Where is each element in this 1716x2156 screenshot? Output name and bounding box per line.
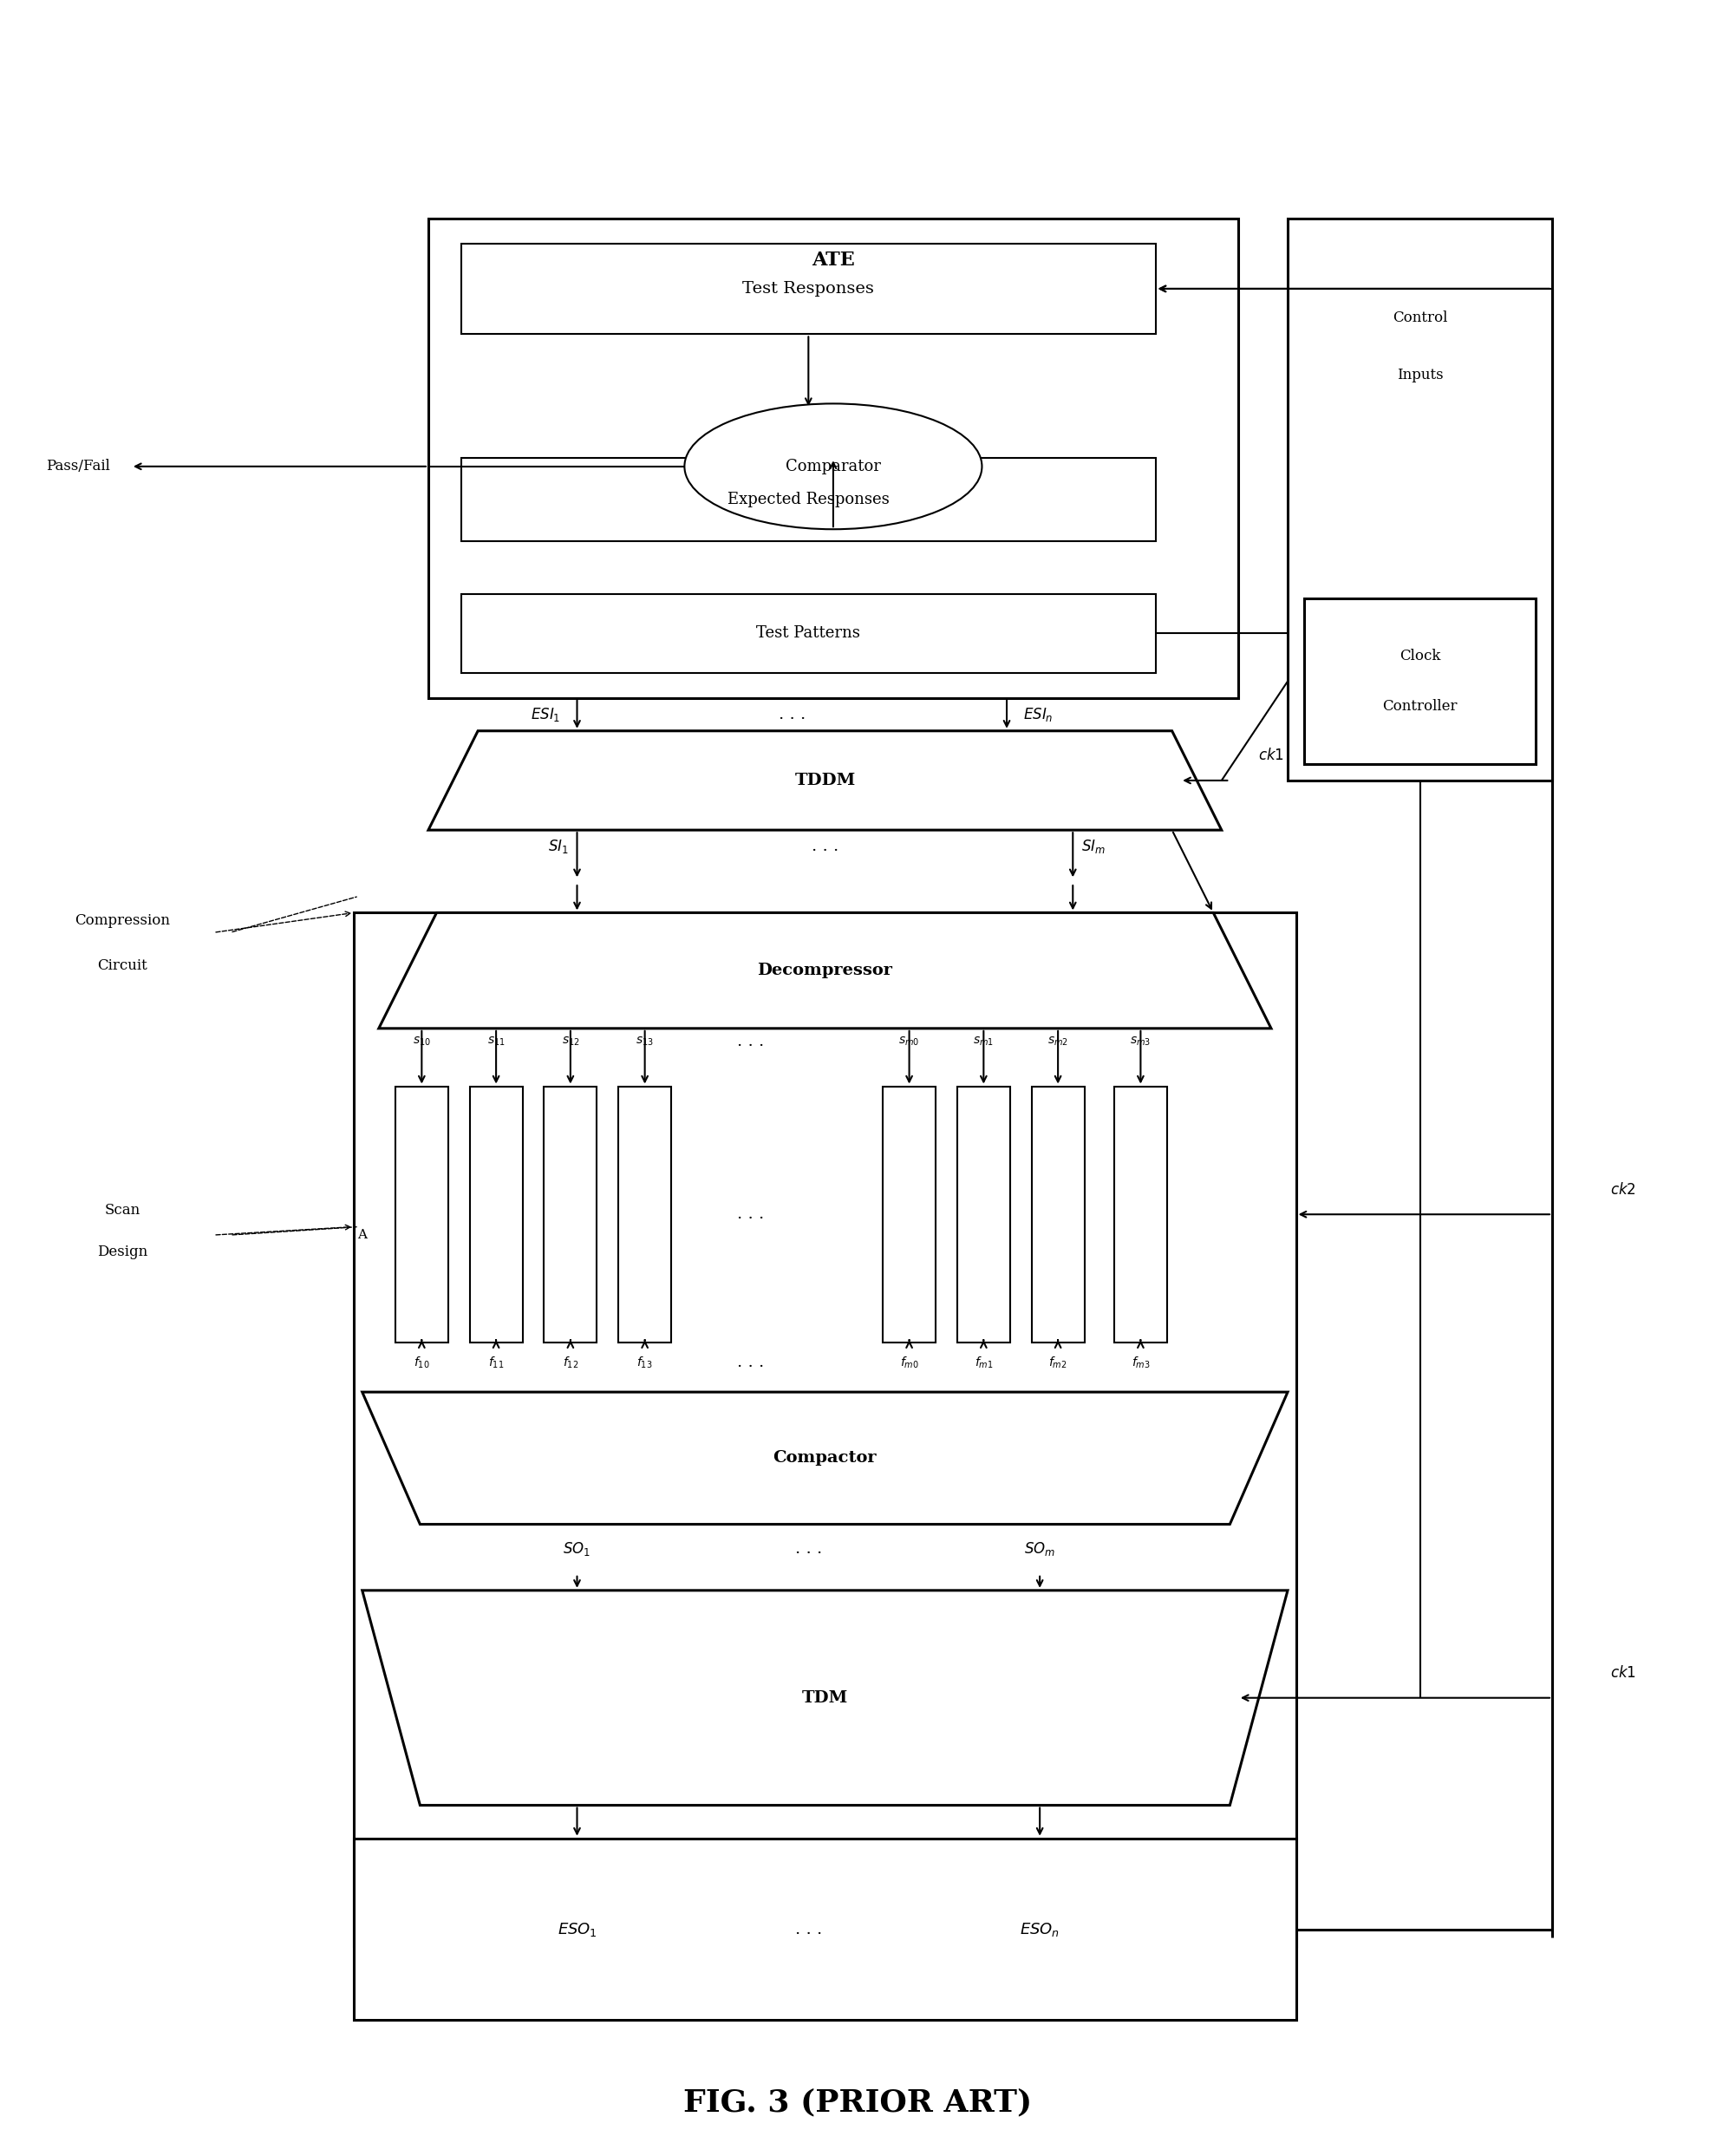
Text: Scan: Scan — [105, 1203, 141, 1218]
Text: $f_{13}$: $f_{13}$ — [637, 1354, 652, 1369]
Text: $f_{m2}$: $f_{m2}$ — [1048, 1354, 1067, 1369]
Polygon shape — [362, 1393, 1287, 1524]
Text: $ESO_1$: $ESO_1$ — [558, 1921, 597, 1938]
Text: $s_{13}$: $s_{13}$ — [637, 1035, 654, 1048]
Bar — [462, 244, 1155, 334]
Bar — [1031, 1087, 1085, 1343]
Text: $ck1$: $ck1$ — [1610, 1664, 1635, 1682]
Text: . . .: . . . — [812, 839, 839, 854]
Text: Compactor: Compactor — [774, 1451, 877, 1466]
Text: Test Patterns: Test Patterns — [757, 625, 860, 640]
Bar — [544, 1087, 597, 1343]
Polygon shape — [429, 731, 1222, 830]
Text: $ck1$: $ck1$ — [1258, 748, 1284, 763]
Text: $ESI_n$: $ESI_n$ — [1023, 705, 1054, 722]
Bar — [353, 1839, 1296, 2020]
Text: FIG. 3 (PRIOR ART): FIG. 3 (PRIOR ART) — [683, 2087, 1033, 2117]
Polygon shape — [362, 1591, 1287, 1805]
Text: Decompressor: Decompressor — [757, 964, 892, 979]
Text: $SI_1$: $SI_1$ — [547, 839, 568, 856]
Text: Clock: Clock — [1399, 649, 1440, 664]
Text: Pass/Fail: Pass/Fail — [46, 459, 110, 474]
Bar — [395, 1087, 448, 1343]
Bar — [462, 459, 1155, 541]
Bar — [882, 1087, 935, 1343]
Text: TDM: TDM — [801, 1690, 848, 1705]
Bar — [470, 1087, 522, 1343]
Text: $SI_m$: $SI_m$ — [1081, 839, 1105, 856]
Text: $s_{10}$: $s_{10}$ — [412, 1035, 431, 1048]
Text: $ESO_n$: $ESO_n$ — [1019, 1921, 1060, 1938]
Text: . . .: . . . — [738, 1035, 764, 1050]
Text: $s_{11}$: $s_{11}$ — [487, 1035, 505, 1048]
Bar — [1287, 218, 1551, 780]
Text: $s_{m3}$: $s_{m3}$ — [1131, 1035, 1151, 1048]
Text: $f_{m1}$: $f_{m1}$ — [975, 1354, 994, 1369]
Bar — [1304, 599, 1536, 763]
Text: Compression: Compression — [76, 914, 170, 929]
Text: $SO_1$: $SO_1$ — [563, 1539, 590, 1559]
Bar — [618, 1087, 671, 1343]
Text: $s_{12}$: $s_{12}$ — [561, 1035, 580, 1048]
Text: . . .: . . . — [795, 1542, 822, 1557]
Text: Controller: Controller — [1383, 699, 1457, 714]
Text: Control: Control — [1392, 310, 1447, 326]
Text: . . .: . . . — [795, 1921, 822, 1936]
Text: Inputs: Inputs — [1397, 369, 1443, 384]
Text: . . .: . . . — [779, 707, 805, 722]
Text: $f_{m3}$: $f_{m3}$ — [1131, 1354, 1150, 1369]
Bar — [462, 593, 1155, 673]
Text: Comparator: Comparator — [786, 459, 880, 474]
Text: Circuit: Circuit — [98, 957, 148, 972]
Text: Design: Design — [98, 1244, 148, 1259]
Bar — [429, 218, 1239, 699]
Text: $f_{m0}$: $f_{m0}$ — [899, 1354, 918, 1369]
Text: $f_{12}$: $f_{12}$ — [563, 1354, 578, 1369]
Polygon shape — [379, 912, 1272, 1028]
Text: . . .: . . . — [738, 1354, 764, 1369]
Text: $ck2$: $ck2$ — [1610, 1181, 1635, 1197]
Text: Expected Responses: Expected Responses — [728, 492, 889, 507]
Text: Test Responses: Test Responses — [743, 280, 873, 298]
Text: $f_{10}$: $f_{10}$ — [414, 1354, 429, 1369]
Text: ATE: ATE — [812, 250, 855, 270]
Text: $SO_m$: $SO_m$ — [1024, 1539, 1055, 1559]
Text: A: A — [357, 1229, 367, 1242]
Text: $s_{m1}$: $s_{m1}$ — [973, 1035, 994, 1048]
Ellipse shape — [685, 403, 982, 528]
Text: . . .: . . . — [738, 1207, 764, 1222]
Text: $f_{11}$: $f_{11}$ — [487, 1354, 505, 1369]
Bar — [353, 912, 1296, 1945]
Text: $ESI_1$: $ESI_1$ — [530, 705, 561, 722]
Text: $s_{m2}$: $s_{m2}$ — [1047, 1035, 1069, 1048]
Bar — [1114, 1087, 1167, 1343]
Text: $s_{m0}$: $s_{m0}$ — [899, 1035, 920, 1048]
Bar — [958, 1087, 1011, 1343]
Text: TDDM: TDDM — [795, 772, 855, 789]
